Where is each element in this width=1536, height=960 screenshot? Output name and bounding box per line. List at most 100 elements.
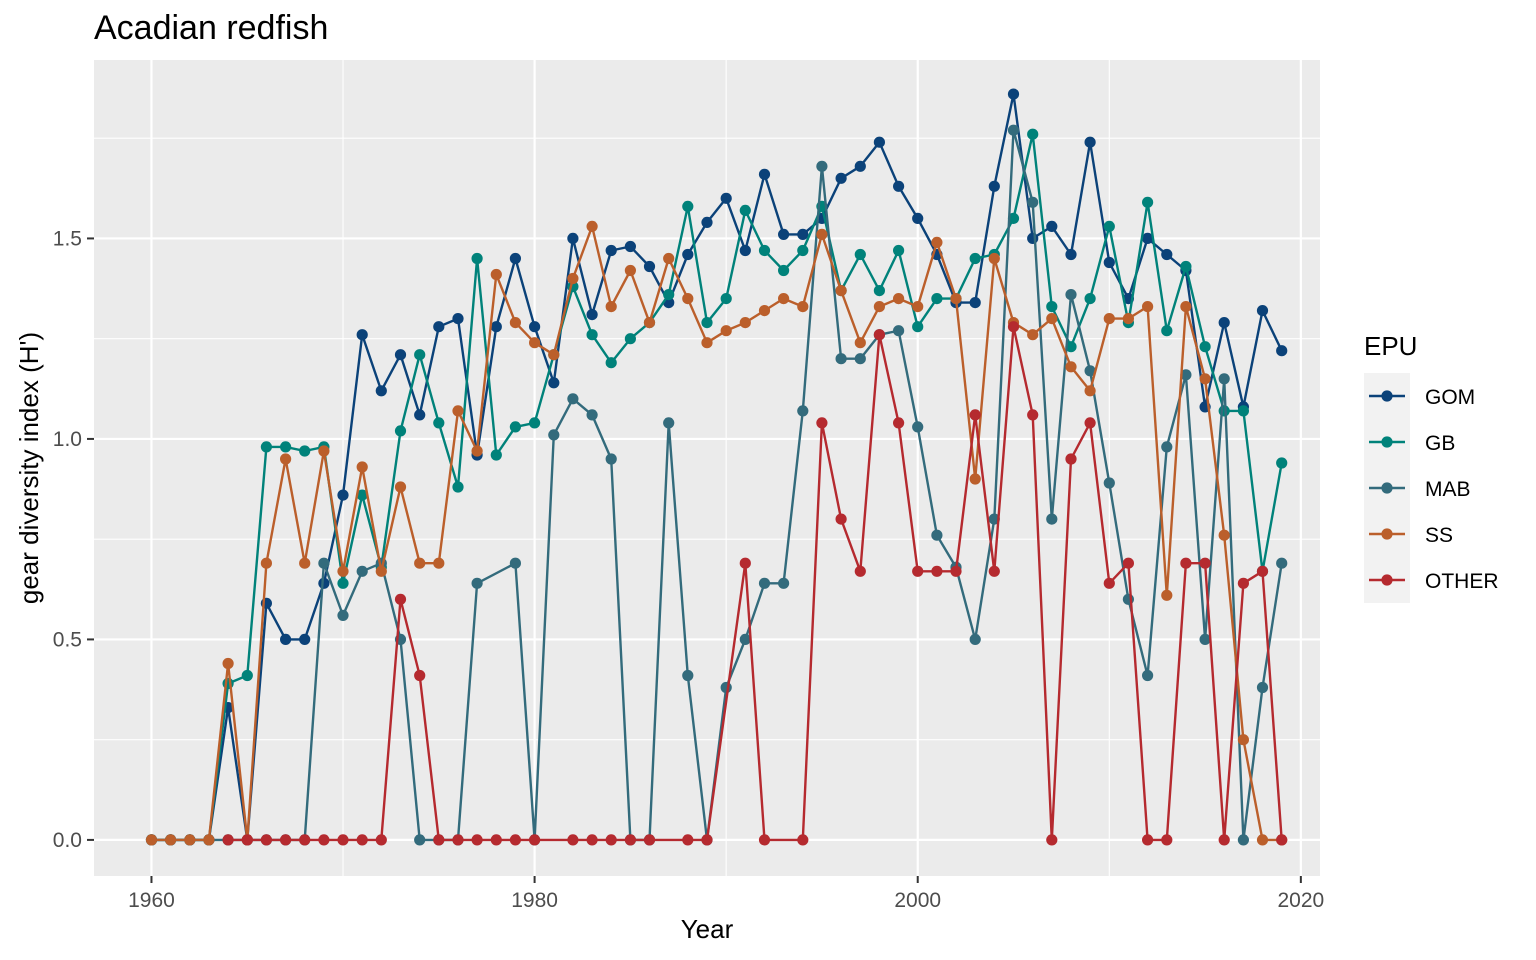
data-point-gb [778, 264, 790, 277]
data-point-mab [1007, 124, 1020, 136]
data-point-ss [356, 461, 368, 473]
series-line-gb [151, 132, 1283, 842]
data-point-other [1142, 834, 1154, 846]
data-point-other [988, 565, 1000, 577]
data-point-other [280, 834, 292, 846]
data-point-gom [509, 252, 521, 265]
data-point-mab [414, 834, 426, 846]
data-point-gom [701, 216, 713, 228]
data-point-gb [414, 349, 426, 361]
data-point-other [624, 834, 637, 846]
data-point-gom [1256, 305, 1269, 317]
data-point-mab [1103, 477, 1115, 489]
data-point-mab [893, 325, 905, 337]
data-point-ss [1046, 313, 1058, 325]
data-point-other [490, 834, 502, 846]
data-point-ss [1237, 734, 1249, 746]
x-tick-label: 2000 [894, 889, 941, 912]
data-point-other [969, 409, 981, 421]
data-point-gb [1084, 293, 1096, 305]
data-point-other [912, 565, 924, 577]
data-point-ss [337, 565, 349, 577]
data-point-gom [1142, 232, 1154, 244]
legend-item-gb: GB [1369, 432, 1455, 455]
data-point-ss [280, 453, 292, 465]
data-point-other [337, 834, 349, 846]
series-line-other [228, 325, 1283, 842]
legend-label-gom: GOM [1425, 386, 1475, 409]
data-point-ss [375, 565, 387, 577]
data-point-other [375, 834, 387, 846]
data-point-gb [969, 252, 981, 265]
data-point-mab [720, 681, 732, 694]
legend-label-other: OTHER [1425, 570, 1499, 593]
data-point-other [797, 834, 809, 846]
plot-panel [94, 60, 1320, 876]
data-point-ss [1161, 589, 1173, 601]
legend-item-ss: SS [1369, 524, 1453, 547]
data-point-ss [835, 285, 847, 297]
data-point-ss [299, 557, 311, 569]
x-tick-label: 1960 [128, 889, 175, 912]
data-point-gom [586, 309, 598, 321]
data-point-gb [758, 244, 771, 257]
data-point-gom [1161, 248, 1173, 261]
data-point-other [318, 834, 330, 846]
series-ss [145, 220, 1288, 846]
data-point-other [241, 834, 253, 846]
data-point-mab [318, 557, 330, 569]
data-point-gb [1007, 212, 1020, 224]
data-point-mab [1142, 669, 1154, 682]
data-point-other [1103, 577, 1115, 589]
data-point-ss [701, 337, 713, 349]
data-point-gom [758, 168, 771, 180]
data-point-mab [509, 557, 521, 569]
data-point-other [1084, 417, 1096, 429]
data-point-gb [893, 244, 905, 257]
data-point-gom [1007, 88, 1020, 100]
data-point-gb [797, 244, 809, 257]
data-point-other [816, 417, 828, 429]
data-point-gom [778, 228, 790, 240]
data-point-mab [337, 609, 349, 622]
data-point-other [739, 557, 751, 569]
legend-title: EPU [1364, 331, 1417, 361]
series-other [222, 321, 1288, 846]
data-point-gom [682, 248, 694, 261]
data-point-gom [1027, 232, 1039, 244]
data-point-gom [1065, 248, 1077, 261]
data-point-gb [222, 677, 234, 690]
data-point-other [605, 834, 617, 846]
data-point-mab [682, 669, 694, 682]
data-point-gb [280, 441, 292, 453]
data-point-ss [433, 557, 445, 569]
data-point-other [682, 834, 694, 846]
data-point-ss [1256, 834, 1269, 846]
data-point-mab [1161, 441, 1173, 453]
data-point-ss [318, 445, 330, 457]
data-point-gom [280, 633, 292, 646]
data-point-gb [471, 252, 483, 265]
data-point-mab [586, 409, 598, 421]
data-point-ss [414, 557, 426, 569]
data-point-gb [452, 481, 464, 493]
data-point-ss [1218, 529, 1230, 541]
data-point-other [452, 834, 464, 846]
legend-key-point [1381, 528, 1393, 540]
data-point-gom [490, 321, 502, 333]
data-point-ss [605, 301, 617, 313]
data-point-other [1199, 557, 1211, 569]
data-point-gb [260, 441, 272, 453]
legend-label-ss: SS [1425, 524, 1453, 547]
data-point-mab [471, 577, 483, 589]
data-point-gom [854, 160, 866, 172]
data-point-ss [969, 473, 981, 485]
data-point-gom [1103, 256, 1115, 269]
data-point-ss [1065, 361, 1077, 373]
data-point-ss [548, 349, 560, 361]
data-point-ss [624, 264, 637, 277]
data-point-gb [682, 200, 694, 212]
data-point-mab [1237, 834, 1249, 846]
data-point-gb [1027, 128, 1039, 140]
